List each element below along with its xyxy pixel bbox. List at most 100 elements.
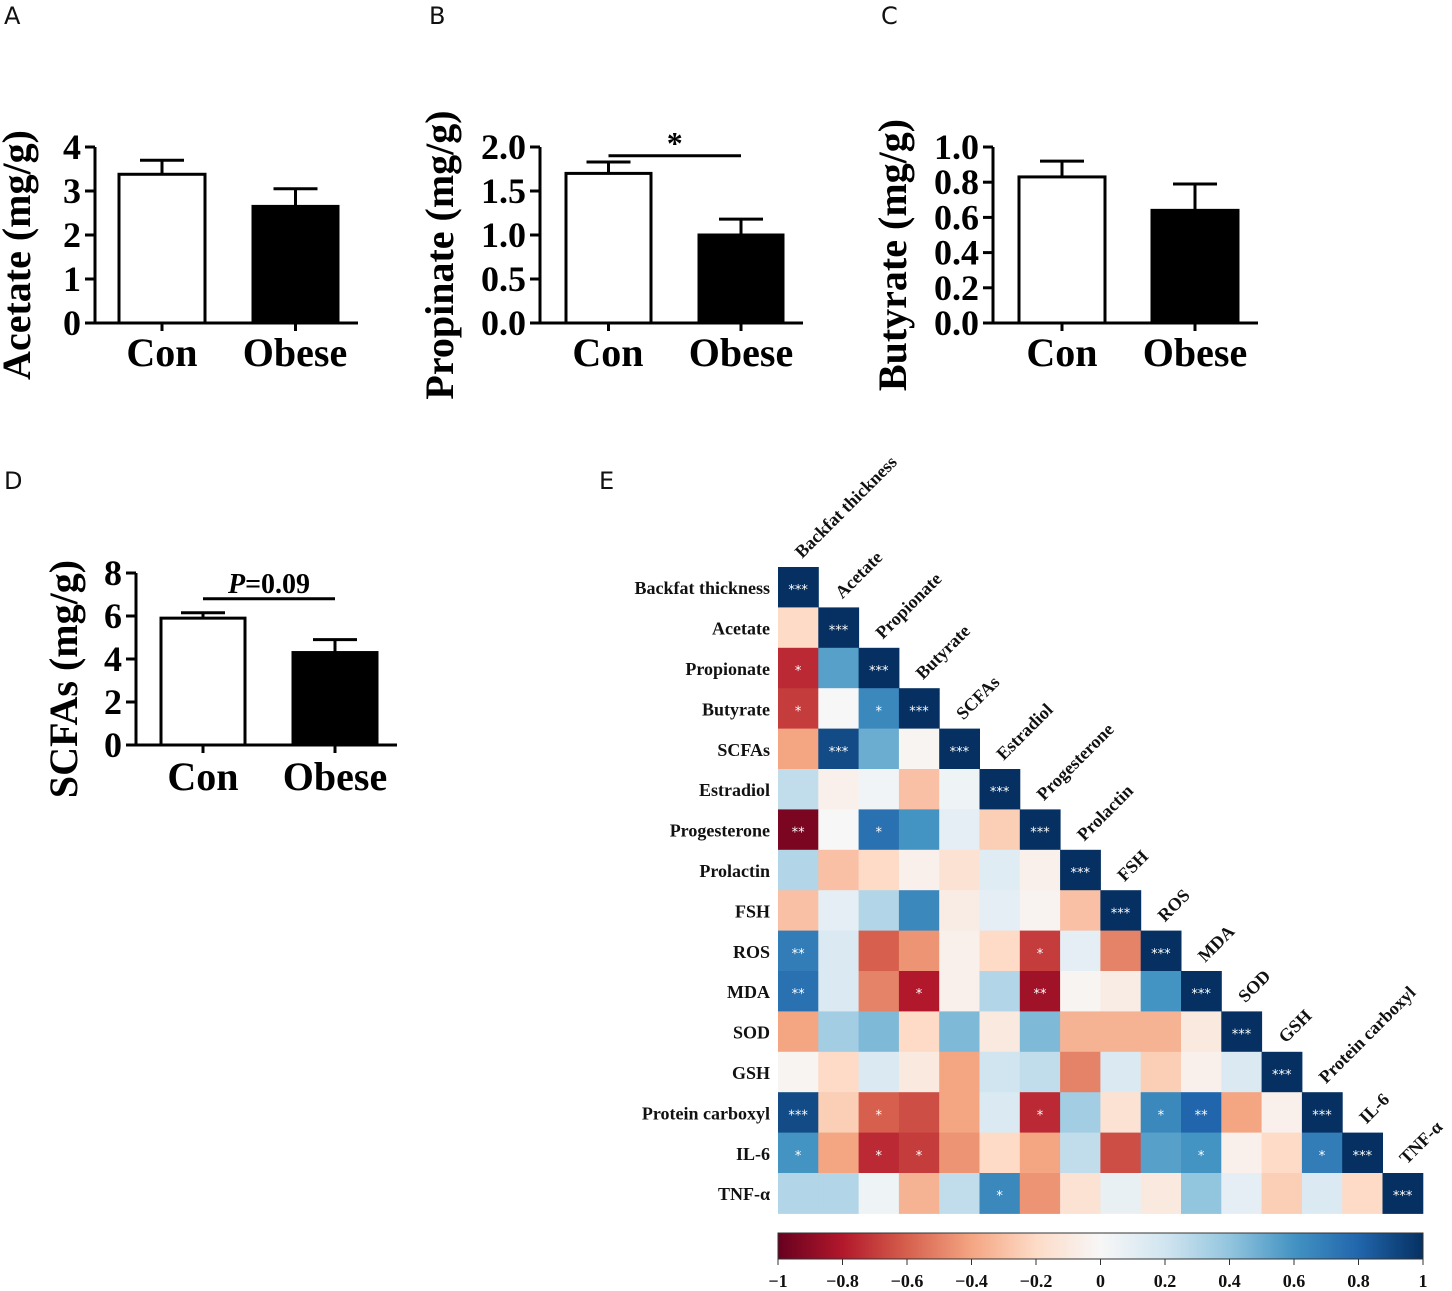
- heatmap-cell: [778, 688, 819, 730]
- x-tick-label: Obese: [283, 754, 387, 799]
- heatmap-cell: [939, 890, 980, 932]
- heatmap-cell: [778, 930, 819, 972]
- heatmap-cell: [858, 890, 900, 932]
- heatmap-cell: [1140, 1011, 1182, 1053]
- x-tick-label: Con: [167, 754, 238, 799]
- significance-star: ***: [1151, 947, 1171, 962]
- heatmap-cell: [858, 1051, 900, 1093]
- heatmap-cell: [1140, 971, 1182, 1012]
- significance-star: ***: [1393, 1189, 1413, 1204]
- y-tick-label: 0.5: [481, 259, 526, 299]
- column-label: Protein carboxyl: [1315, 982, 1420, 1087]
- column-label: FSH: [1113, 846, 1152, 885]
- heatmap-cell: [898, 930, 940, 972]
- heatmap-cell: [858, 971, 900, 1012]
- heatmap-cell: [1100, 890, 1142, 932]
- correlation-heatmap: ******* **** * ****** ******** * *********** * *…: [634, 452, 1446, 1291]
- row-label: Progesterone: [670, 821, 770, 841]
- colorbar-tick-label: 0.6: [1283, 1271, 1306, 1291]
- heatmap-cell: [858, 647, 900, 689]
- heatmap-cell: [778, 607, 819, 649]
- y-tick-label: 8: [104, 553, 122, 593]
- y-tick-label: 1: [63, 259, 81, 299]
- significance-star: *: [916, 987, 923, 1002]
- heatmap-cell: [1181, 1051, 1222, 1093]
- y-tick-label: 0.0: [934, 303, 979, 343]
- heatmap-cell: [1060, 930, 1101, 972]
- colorbar-tick-label: 0.8: [1347, 1271, 1370, 1291]
- heatmap-cell: [1100, 1132, 1142, 1174]
- colorbar-tick-label: 0.2: [1154, 1271, 1177, 1291]
- heatmap-cell: [1181, 1173, 1222, 1214]
- heatmap-cell: [858, 728, 900, 770]
- significance-label: P=0.09: [227, 569, 310, 600]
- y-tick-label: 4: [63, 127, 81, 167]
- heatmap-cell: [1181, 1092, 1222, 1134]
- y-axis-title: SCFAs (mg/g): [41, 560, 86, 798]
- row-label: Backfat thickness: [634, 578, 770, 598]
- y-tick-label: 4: [104, 639, 122, 679]
- heatmap-cell: [1140, 1173, 1182, 1214]
- heatmap-cell: [818, 1011, 860, 1053]
- heatmap-cell: [939, 1051, 980, 1093]
- heatmap-cell: [1019, 971, 1061, 1012]
- heatmap-cell: [1100, 930, 1142, 972]
- heatmap-cell: [979, 1173, 1021, 1214]
- row-label: Propionate: [685, 659, 770, 679]
- heatmap-cell: [898, 1051, 940, 1093]
- heatmap-cell: [1100, 1011, 1142, 1053]
- panel-letter-a: A: [4, 2, 21, 30]
- heatmap-cell: [818, 1173, 860, 1214]
- heatmap-cell: [898, 1011, 940, 1053]
- heatmap-cell: [778, 1092, 819, 1134]
- heatmap-cell: [778, 849, 819, 891]
- heatmap-cell: [778, 809, 819, 851]
- row-label: Butyrate: [702, 699, 770, 719]
- heatmap-cell: [1100, 1092, 1142, 1134]
- x-tick-label: Obese: [1143, 330, 1247, 375]
- row-label: SOD: [733, 1023, 770, 1043]
- bar-obese: [1150, 208, 1240, 325]
- colorbar-tick-label: −0.4: [955, 1271, 988, 1291]
- column-label: MDA: [1194, 921, 1239, 966]
- y-axis-title: Propinate (mg/g): [417, 110, 462, 399]
- heatmap-cell: [778, 1051, 819, 1093]
- heatmap-cell: [818, 1092, 860, 1134]
- colorbar-tick-label: −0.8: [826, 1271, 859, 1291]
- heatmap-cell: [1181, 1132, 1222, 1174]
- heatmap-cell: [778, 567, 819, 608]
- heatmap-cell: [818, 890, 860, 932]
- heatmap-cell: [1060, 849, 1101, 891]
- heatmap-cell: [1140, 930, 1182, 972]
- heatmap-cell: [979, 1132, 1021, 1174]
- heatmap-cell: [898, 849, 940, 891]
- y-tick-label: 0.2: [934, 268, 979, 308]
- heatmap-cell: [858, 688, 900, 730]
- heatmap-cell: [818, 1132, 860, 1174]
- significance-star: ***: [1071, 866, 1091, 881]
- heatmap-cell: [818, 930, 860, 972]
- y-tick-label: 0.8: [934, 162, 979, 202]
- heatmap-cell: [939, 971, 980, 1012]
- heatmap-cell: [1261, 1051, 1303, 1093]
- heatmap-cell: [818, 607, 860, 649]
- colorbar: [777, 1232, 1424, 1260]
- y-tick-label: 2: [63, 215, 81, 255]
- heatmap-cell: [939, 728, 980, 770]
- column-label: Butyrate: [912, 621, 974, 683]
- column-label: IL-6: [1355, 1089, 1393, 1127]
- column-label: ROS: [1154, 885, 1194, 925]
- heatmap-cell: [939, 849, 980, 891]
- panel-letter-e: E: [599, 467, 614, 495]
- heatmap-cell: [818, 809, 860, 851]
- heatmap-cell: [1261, 1173, 1303, 1214]
- significance-star: *: [996, 1189, 1003, 1204]
- heatmap-cell: [1019, 930, 1061, 972]
- heatmap-cell: [939, 1092, 980, 1134]
- heatmap-cell: [979, 971, 1021, 1012]
- column-label: Progesterone: [1033, 719, 1118, 804]
- heatmap-cell: [1221, 1092, 1263, 1134]
- significance-star: ***: [990, 785, 1010, 800]
- row-label: TNF-α: [718, 1184, 770, 1204]
